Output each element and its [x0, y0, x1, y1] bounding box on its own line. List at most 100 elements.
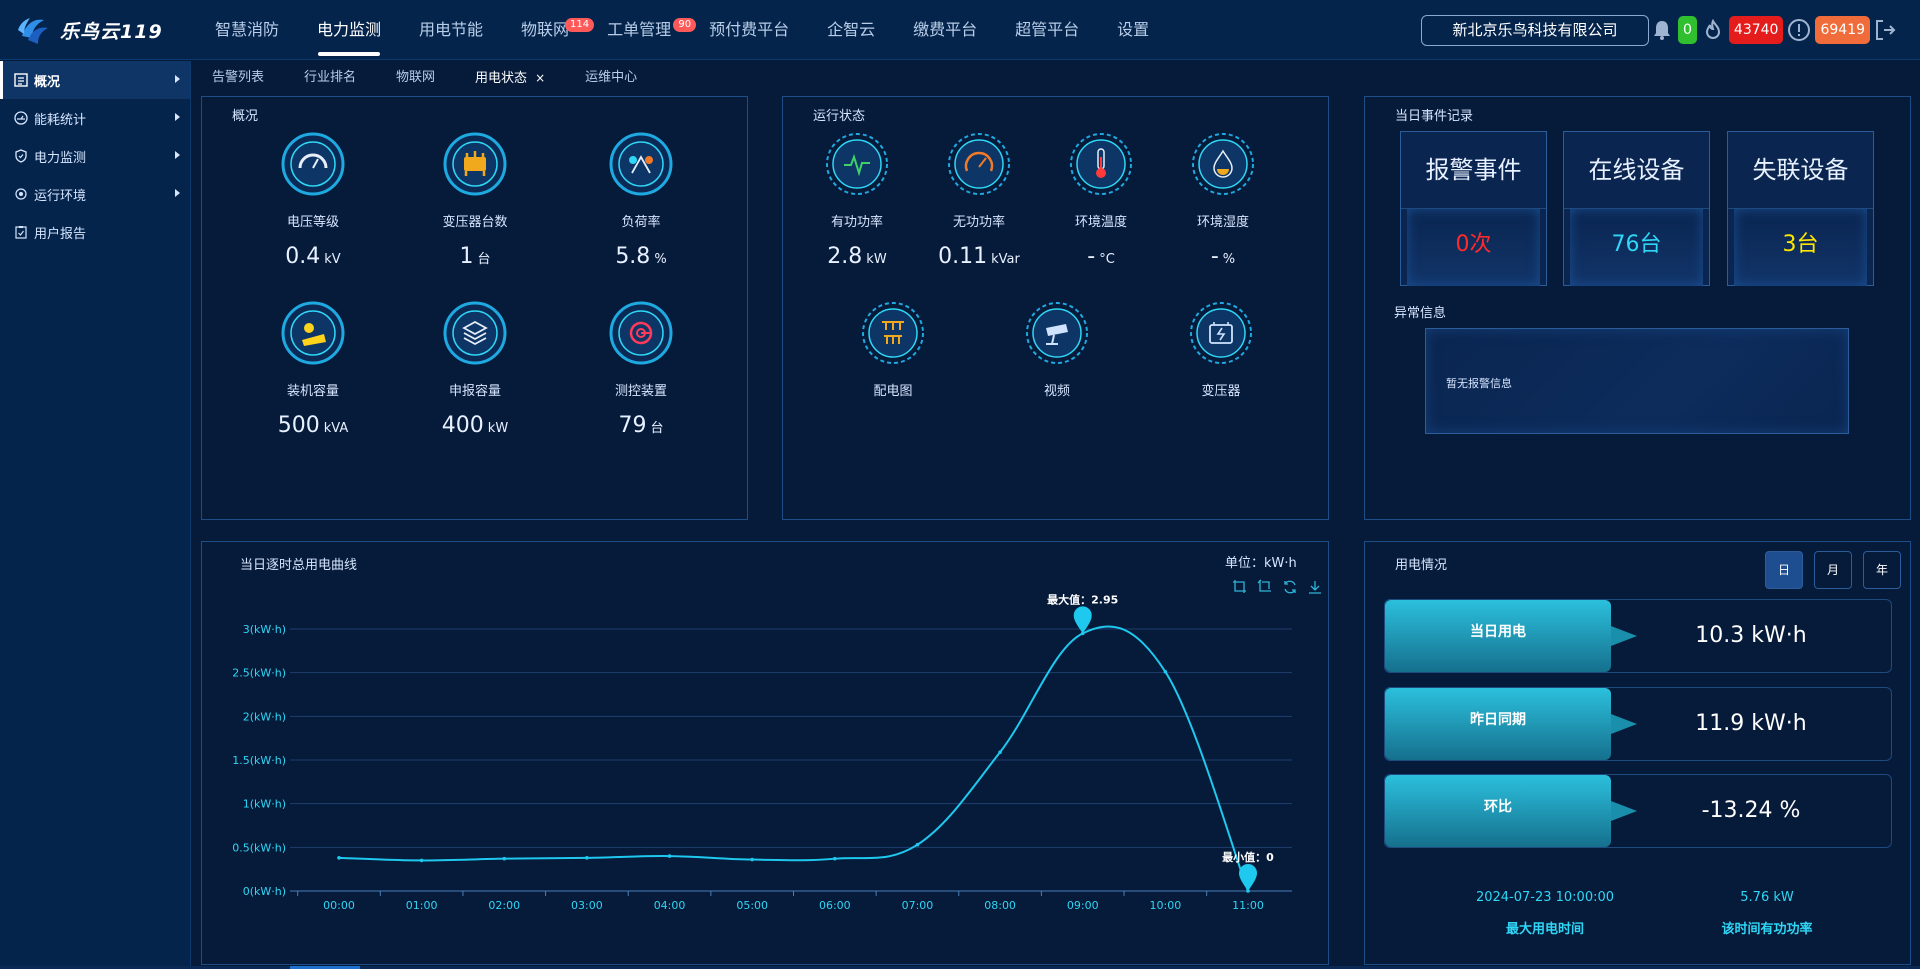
tab-label: 物联网 [396, 70, 436, 85]
metric-unit: kVA [323, 421, 349, 436]
series-line [338, 625, 1249, 892]
zoom-reset-icon[interactable] [1257, 579, 1273, 595]
metric-unit: °C [1099, 252, 1115, 267]
nav-payment[interactable]: 缴费平台 [894, 0, 996, 60]
alert-count-badge[interactable]: 69419 [1815, 16, 1871, 44]
period-day-button[interactable]: 日 [1765, 551, 1803, 589]
data-point [337, 856, 341, 860]
nav-energy-saving[interactable]: 用电节能 [400, 0, 502, 60]
link-video[interactable]: 视频 [997, 300, 1117, 399]
data-point [1163, 669, 1168, 674]
usage-row-yesterday: 昨日同期 11.9 kW·h [1384, 687, 1892, 761]
data-point [667, 854, 672, 858]
metric-unit: kW [866, 252, 887, 267]
zoom-icon[interactable] [1232, 579, 1248, 595]
tab-industry-rank[interactable]: 行业排名 [284, 64, 376, 94]
metric-label: 环境湿度 [1196, 215, 1249, 230]
nav-power-monitor[interactable]: 电力监测 [298, 0, 400, 60]
alarm-events-card[interactable]: 报警事件 0次 [1400, 131, 1547, 286]
pulse-icon [826, 133, 888, 195]
peak-time-label: 最大用电时间 [1505, 922, 1584, 937]
nav-badge-count: 114 [564, 18, 595, 32]
chart-toolbox [1232, 579, 1323, 595]
nav-iot[interactable]: 物联网 114 [502, 0, 595, 60]
tab-label: 用电状态 [475, 71, 528, 86]
min-value-marker [1239, 864, 1257, 891]
data-point [833, 856, 837, 861]
logout-icon[interactable] [1874, 18, 1898, 42]
sidebar-item-environment[interactable]: 运行环境 [0, 175, 190, 213]
offline-devices-card[interactable]: 失联设备 3台 [1727, 131, 1874, 286]
bottom-scrollbar[interactable] [0, 966, 1920, 969]
data-point [750, 857, 754, 862]
metric-number: 500 [277, 413, 320, 438]
nav-prepaid[interactable]: 预付费平台 [690, 0, 808, 60]
camera-icon [1026, 302, 1088, 364]
bell-count-badge[interactable]: 0 [1678, 16, 1697, 44]
nav-super-admin[interactable]: 超管平台 [996, 0, 1098, 60]
period-year-button[interactable]: 年 [1863, 551, 1901, 589]
tab-label: 告警列表 [212, 70, 265, 85]
shield-icon [14, 149, 28, 163]
metric-value: 400 kW [400, 413, 550, 438]
bell-icon[interactable] [1650, 18, 1674, 42]
tab-alarm-list[interactable]: 告警列表 [192, 64, 284, 94]
metric-label: 电压等级 [286, 215, 339, 230]
sidebar-item-label: 能耗统计 [34, 112, 87, 128]
x-tick-label: 09:00 [1067, 899, 1099, 912]
restore-icon[interactable] [1282, 579, 1298, 595]
sidebar-item-energy-stats[interactable]: 能耗统计 [0, 99, 190, 137]
sidebar-item-label: 用户报告 [34, 226, 87, 242]
metric-value: - °C [1041, 244, 1161, 269]
online-devices-card[interactable]: 在线设备 76台 [1563, 131, 1710, 286]
sidebar-item-power-monitor[interactable]: 电力监测 [0, 137, 190, 175]
nav-work-orders[interactable]: 工单管理 90 [588, 0, 697, 60]
metric-label: 装机容量 [286, 384, 339, 399]
x-tick-label: 04:00 [654, 899, 686, 912]
load-rate-icon [609, 132, 673, 196]
list-icon [14, 73, 28, 87]
nav-smart-fire[interactable]: 智慧消防 [196, 0, 298, 60]
company-selector[interactable]: 新北京乐鸟科技有限公司 [1421, 15, 1649, 46]
nav-enterprise-cloud[interactable]: 企智云 [808, 0, 894, 60]
overview-declared-capacity: 申报容量 400 kW [400, 300, 550, 438]
nav-settings[interactable]: 设置 [1098, 0, 1168, 60]
close-icon[interactable]: × [535, 71, 546, 85]
x-tick-label: 05:00 [736, 899, 768, 912]
sidebar-item-user-report[interactable]: 用户报告 [0, 213, 190, 251]
gauge-icon [14, 111, 28, 125]
battery-icon [1190, 302, 1252, 364]
y-tick-label: 2.5(kW·h) [232, 667, 286, 680]
data-point [1080, 631, 1085, 636]
scrollbar-thumb[interactable] [290, 966, 360, 969]
running-ambient-temp: 环境温度 - °C [1041, 131, 1161, 269]
overview-control-devices: 测控装置 79 台 [566, 300, 716, 438]
download-icon[interactable] [1307, 579, 1323, 595]
fire-count-badge[interactable]: 43740 [1728, 16, 1784, 44]
speedometer-icon [948, 133, 1010, 195]
y-tick-label: 1(kW·h) [243, 798, 286, 811]
tab-ops-center[interactable]: 运维中心 [565, 64, 657, 94]
x-tick-label: 08:00 [984, 899, 1016, 912]
x-tick-label: 02:00 [488, 899, 520, 912]
period-month-button[interactable]: 月 [1814, 551, 1852, 589]
sidebar-item-overview[interactable]: 概况 [0, 61, 190, 99]
data-point [419, 858, 424, 863]
alert-icon[interactable] [1787, 18, 1811, 42]
nav-label: 用电节能 [419, 20, 484, 39]
tab-power-status[interactable]: 用电状态 × [455, 64, 565, 94]
tab-iot[interactable]: 物联网 [376, 64, 455, 94]
link-transformer[interactable]: 变压器 [1161, 300, 1281, 399]
fire-icon[interactable] [1701, 18, 1725, 42]
usage-label: 环比 [1385, 775, 1637, 847]
metric-value: 0.11 kVar [919, 244, 1039, 269]
brand-logo[interactable]: 乐鸟云119 [14, 10, 194, 50]
card-label: 失联设备 [1728, 132, 1873, 209]
overview-installed-capacity: 装机容量 500 kVA [238, 300, 388, 438]
thermometer-icon [1070, 133, 1132, 195]
nav-label: 智慧消防 [215, 20, 280, 39]
metric-label: 有功功率 [830, 215, 883, 230]
running-status-panel: 运行状态 有功功率 2.8 kW 无功功率 0.11 kVar 环境温度 - °C 环… [782, 96, 1329, 520]
tab-label: 运维中心 [585, 70, 638, 85]
link-distribution-diagram[interactable]: 配电图 [833, 300, 953, 399]
